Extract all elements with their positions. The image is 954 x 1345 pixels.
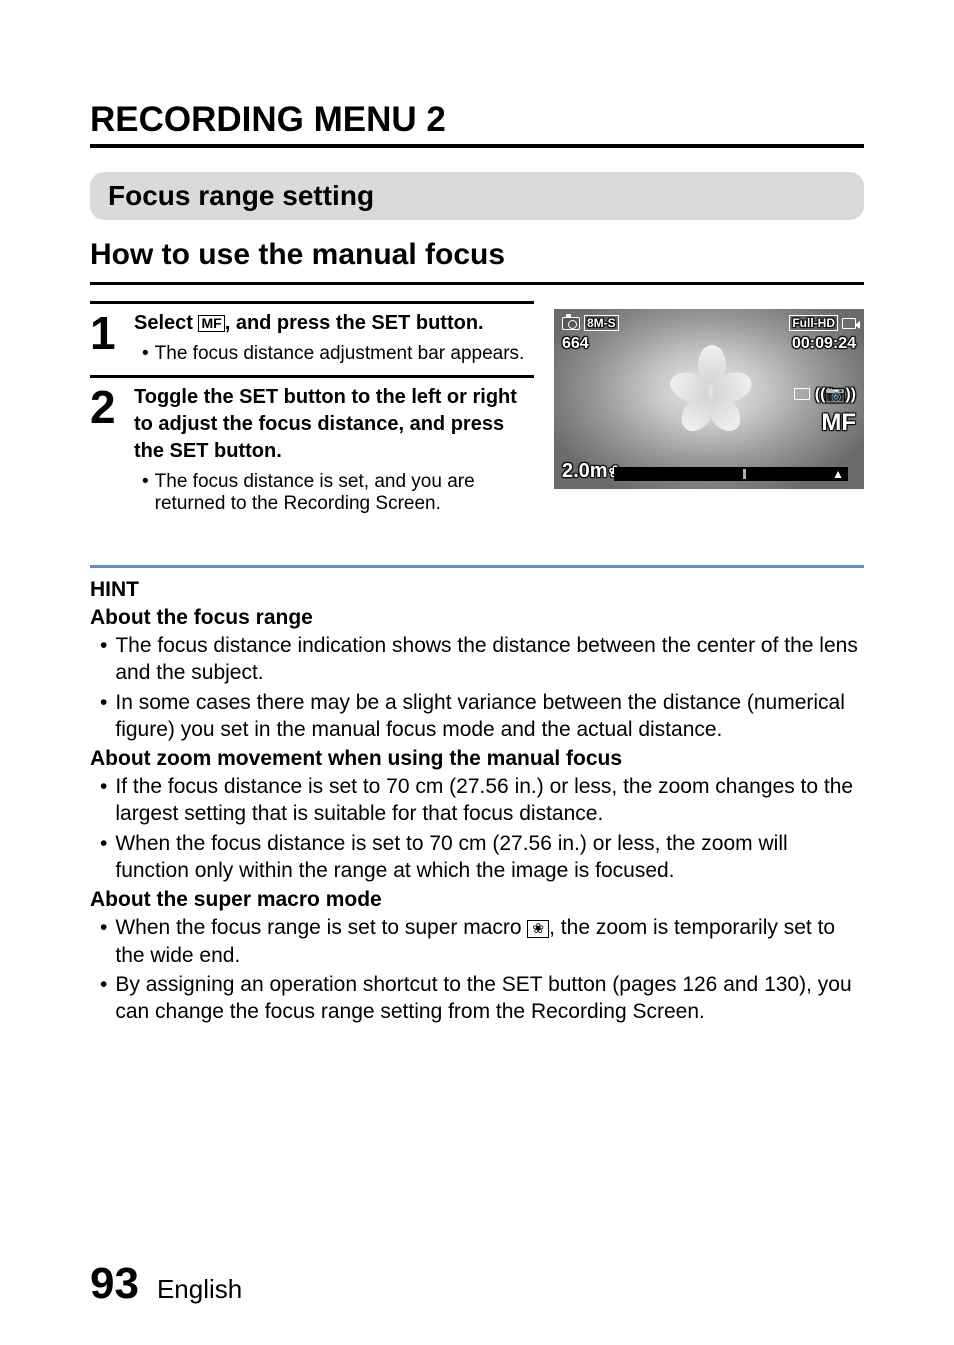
step-1: 1 Select MF, and press the SET button. •… [90, 301, 534, 365]
page-title: RECORDING MENU 2 [90, 100, 864, 140]
bullet-dot: • [142, 343, 149, 365]
video-mode-badge: Full-HD [789, 315, 838, 331]
display-focus-distance: 2.0m ❀ [562, 460, 622, 483]
section-heading: Focus range setting [108, 180, 846, 212]
step-1-title-post: , and press the SET button. [225, 312, 484, 334]
hint-bullet-text: When the focus range is set to super mac… [115, 914, 864, 969]
title-rule [90, 144, 864, 148]
focus-distance-bar: ▲ [614, 467, 848, 481]
bullet-marker: • [100, 971, 107, 1026]
hint-bullet-text: The focus distance indication shows the … [115, 632, 864, 687]
bullet-marker: • [100, 632, 107, 687]
page-language: English [157, 1274, 242, 1305]
focus-distance-max-icon: ▲ [832, 467, 844, 481]
step-1-bullet-text: The focus distance adjustment bar appear… [155, 343, 525, 365]
hint-subhead-0: About the focus range [90, 606, 864, 630]
page-footer: 93 English [90, 1259, 242, 1309]
display-top-right: Full-HD [789, 315, 856, 331]
hint-bullet-text: By assigning an operation shortcut to th… [115, 971, 864, 1026]
hint-subhead-1: About zoom movement when using the manua… [90, 747, 864, 771]
bullet-marker: • [100, 689, 107, 744]
video-mode-icon [842, 318, 856, 329]
bullet-dot: • [142, 471, 149, 515]
focus-distance-value: 2.0m [562, 460, 608, 483]
hint-bullet: • If the focus distance is set to 70 cm … [90, 773, 864, 828]
display-mf-label: MF [821, 409, 856, 437]
hint-bullet: • By assigning an operation shortcut to … [90, 971, 864, 1026]
bullet-marker: • [100, 914, 107, 969]
hint-bullet: • The focus distance indication shows th… [90, 632, 864, 687]
subsection-heading: How to use the manual focus [90, 238, 864, 272]
resolution-badge: 8M-S [584, 315, 619, 331]
step-1-number: 1 [90, 310, 120, 365]
section-heading-container: Focus range setting [90, 172, 864, 220]
steps-row: 1 Select MF, and press the SET button. •… [90, 301, 864, 525]
page-number: 93 [90, 1259, 139, 1309]
subsection-rule [90, 282, 864, 285]
display-stabilizer-icon: ((📷)) [794, 384, 856, 404]
step-2-bullet: • The focus distance is set, and you are… [134, 471, 534, 515]
step-2-number: 2 [90, 384, 120, 515]
hint-rule [90, 565, 864, 568]
hint-bullet: • In some cases there may be a slight va… [90, 689, 864, 744]
hint-macro-pre: When the focus range is set to super mac… [115, 916, 527, 939]
hint-bullet-text: In some cases there may be a slight vari… [115, 689, 864, 744]
step-2-title: Toggle the SET button to the left or rig… [134, 384, 534, 465]
display-shots-remaining: 664 [562, 335, 589, 353]
super-macro-icon: ❀ [527, 920, 549, 937]
step-2: 2 Toggle the SET button to the left or r… [90, 375, 534, 515]
focus-distance-tick [743, 469, 746, 479]
step-2-title-text: Toggle the SET button to the left or rig… [134, 386, 517, 462]
hint-group-1: About zoom movement when using the manua… [90, 747, 864, 884]
mf-icon: MF [198, 315, 224, 332]
step-2-bullet-text: The focus distance is set, and you are r… [155, 471, 534, 515]
hint-subhead-2: About the super macro mode [90, 888, 864, 912]
step-1-title: Select MF, and press the SET button. [134, 310, 534, 337]
step-1-body: Select MF, and press the SET button. • T… [134, 310, 534, 365]
camera-icon [562, 317, 580, 330]
bullet-marker: • [100, 830, 107, 885]
step-1-title-pre: Select [134, 312, 198, 334]
bullet-marker: • [100, 773, 107, 828]
step-2-body: Toggle the SET button to the left or rig… [134, 384, 534, 515]
hint-bullet: • When the focus distance is set to 70 c… [90, 830, 864, 885]
hint-group-2: About the super macro mode • When the fo… [90, 888, 864, 1025]
hint-bullet: • When the focus range is set to super m… [90, 914, 864, 969]
hint-header: HINT [90, 578, 864, 602]
hint-group-0: About the focus range • The focus distan… [90, 606, 864, 743]
hint-bullet-text: When the focus distance is set to 70 cm … [115, 830, 864, 885]
hint-bullet-text: If the focus distance is set to 70 cm (2… [115, 773, 864, 828]
steps-column: 1 Select MF, and press the SET button. •… [90, 301, 534, 525]
flower-graphic [674, 349, 754, 429]
display-top-left: 8M-S [562, 315, 619, 331]
camera-display: 8M-S 664 Full-HD 00:09:24 ((📷)) MF 2.0m … [554, 309, 864, 489]
display-rec-time: 00:09:24 [792, 335, 856, 353]
step-1-bullet: • The focus distance adjustment bar appe… [134, 343, 534, 365]
